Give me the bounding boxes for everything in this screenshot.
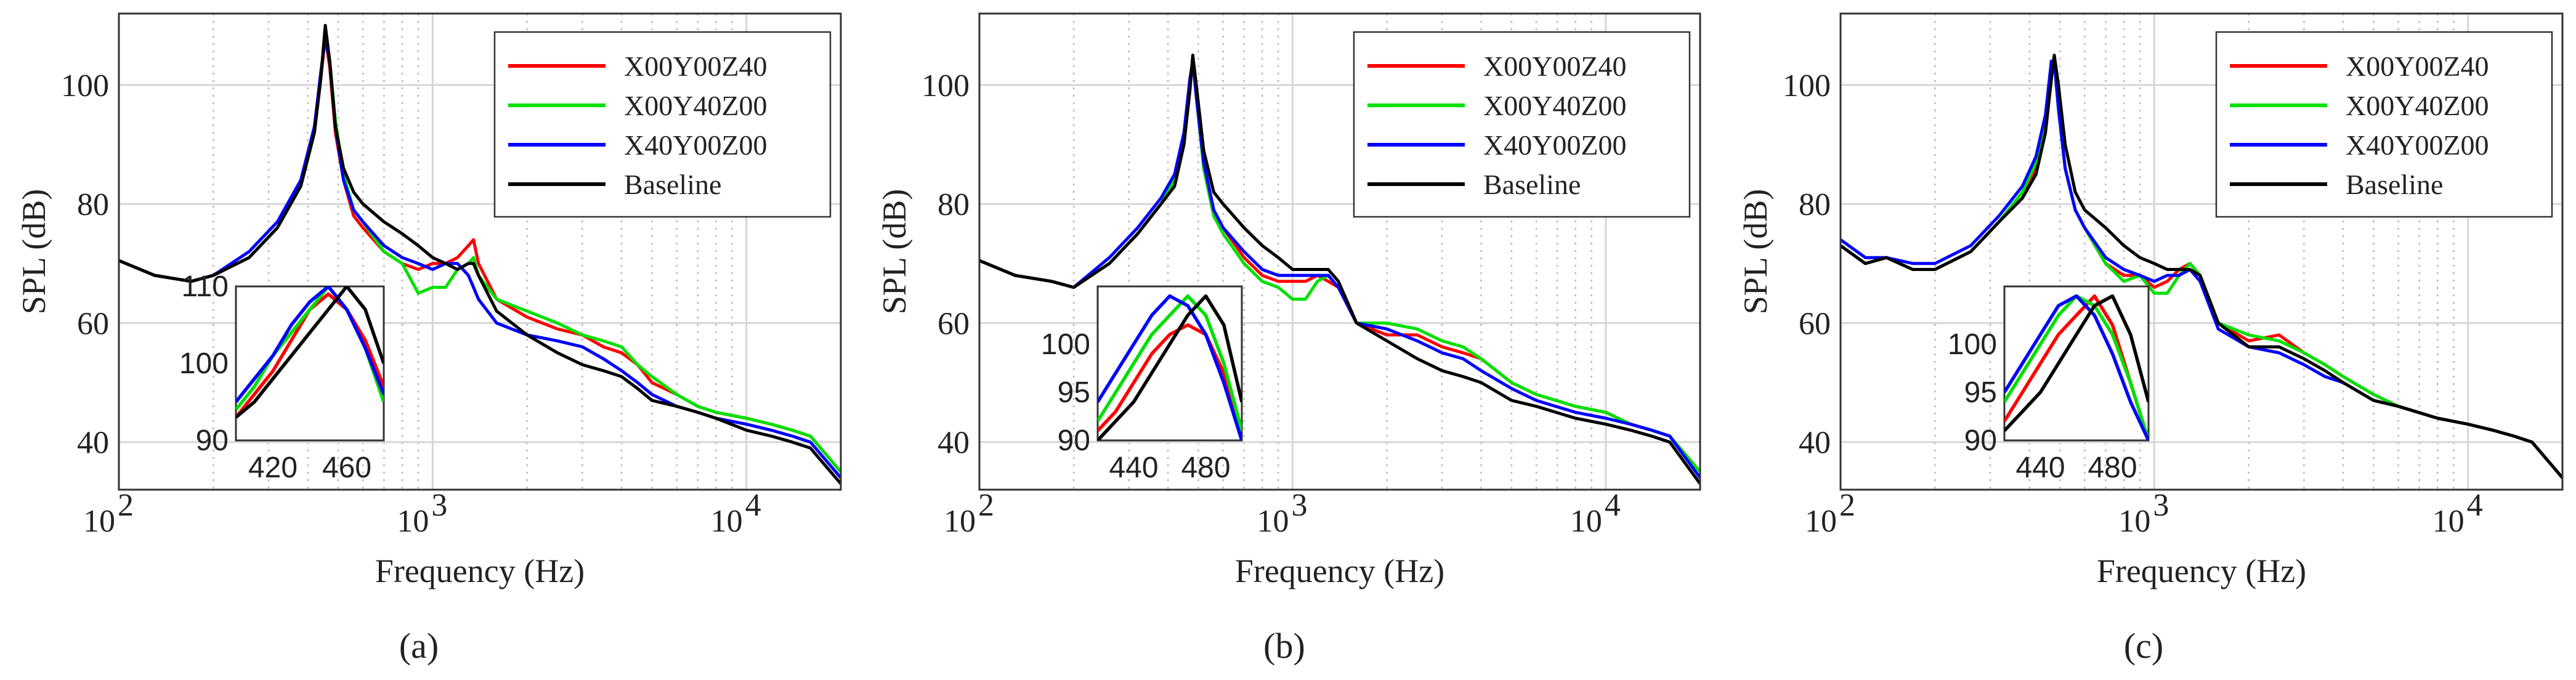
series-line-baseline: [979, 54, 1700, 485]
x-tick-label: 10: [2432, 504, 2465, 539]
x-tick-label: 10: [1570, 504, 1602, 539]
legend-label-x00y00z40: X00Y00Z40: [624, 51, 768, 82]
inset-y-tick-label: 100: [1041, 328, 1090, 361]
x-tick-exponent: 4: [2467, 488, 2483, 523]
x-axis-label: Frequency (Hz): [375, 552, 585, 589]
y-tick-label: 40: [77, 426, 109, 461]
inset-y-tick-label: 90: [1058, 424, 1090, 457]
inset-line-baseline: [2004, 294, 2149, 432]
series-line-x40y00z00: [979, 59, 1700, 479]
inset-1: 90 100 110 420 460: [179, 270, 385, 484]
x-tick-label: 10: [711, 504, 743, 539]
plot-frame: [978, 12, 1701, 491]
legend-label-x00y40z00: X00Y40Z00: [1483, 90, 1627, 121]
x-tick-exponent: 3: [1291, 488, 1307, 523]
inset-x-tick-label: 480: [1181, 451, 1230, 484]
plot-frame: [1839, 12, 2564, 491]
legend-label-x40y00z00: X40Y00Z00: [624, 129, 768, 161]
y-tick-label: 40: [1799, 426, 1831, 461]
x-tick-label: 10: [397, 504, 429, 539]
y-tick-label: 80: [77, 187, 109, 222]
y-tick-label: 60: [938, 306, 970, 341]
y-axis-label: SPL (dB): [876, 189, 913, 315]
x-axis-label: Frequency (Hz): [1235, 552, 1444, 589]
x-tick-exponent: 3: [2153, 488, 2169, 523]
inset-line-x40y00z00: [1098, 294, 1242, 440]
legend-label-baseline: Baseline: [2346, 169, 2443, 200]
inset-2: 90 95 100 440 480: [1041, 285, 1243, 484]
legend-label-baseline: Baseline: [624, 169, 721, 200]
y-tick-label: 60: [1799, 306, 1831, 341]
inset-frame: [2003, 285, 2150, 442]
x-tick-exponent: 4: [1605, 488, 1621, 523]
inset-y-tick-label: 95: [1964, 376, 1997, 409]
y-tick-label: 40: [938, 426, 970, 461]
inset-x-tick-label: 460: [322, 451, 371, 484]
inset-x-tick-label: 480: [2088, 451, 2137, 484]
inset-y-tick-label: 90: [196, 424, 229, 457]
inset-x-tick-label: 440: [2015, 451, 2065, 484]
y-tick-label: 100: [921, 68, 970, 103]
inset-line-x00y40z00: [1098, 294, 1242, 432]
y-tick-label: 100: [1783, 68, 1831, 103]
inset-line-baseline: [236, 286, 384, 419]
inset-x-tick-label: 420: [248, 451, 298, 484]
x-tick-label: 10: [83, 504, 115, 539]
y-tick-label: 80: [938, 187, 970, 222]
inset-y-tick-label: 90: [1964, 424, 1997, 457]
inset-y-tick-label: 100: [179, 347, 229, 380]
y-tick-label: 100: [61, 68, 109, 103]
legend-label-x00y40z00: X00Y40Z00: [2346, 90, 2489, 121]
legend-label-x00y40z00: X00Y40Z00: [624, 90, 768, 121]
x-tick-exponent: 2: [118, 488, 134, 523]
x-tick-label: 10: [1257, 504, 1289, 539]
inset-y-tick-label: 95: [1058, 376, 1090, 409]
panel-caption: (c): [2124, 626, 2163, 666]
legend-label-baseline: Baseline: [1483, 169, 1581, 200]
inset-y-tick-label: 100: [1948, 328, 1997, 361]
y-axis-label: SPL (dB): [1737, 189, 1774, 315]
x-tick-label: 10: [2118, 504, 2150, 539]
y-tick-label: 80: [1799, 187, 1831, 222]
plot-frame: [118, 12, 842, 491]
x-tick-label: 10: [944, 504, 976, 539]
x-axis-label: Frequency (Hz): [2097, 552, 2306, 589]
legend-label-x00y00z40: X00Y00Z40: [2346, 51, 2489, 82]
x-tick-label: 10: [1805, 504, 1837, 539]
legend-label-x40y00z00: X40Y00Z00: [1483, 129, 1627, 161]
x-tick-exponent: 4: [745, 488, 761, 523]
inset-line-x40y00z00: [236, 286, 384, 403]
inset-line-x40y00z00: [2004, 294, 2149, 440]
series-line-baseline: [1841, 54, 2562, 479]
panel-caption: (a): [399, 626, 439, 666]
y-tick-label: 60: [77, 306, 109, 341]
inset-3: 90 95 100 440 480: [1948, 285, 2150, 484]
series-line-baseline: [119, 23, 841, 485]
legend-label-x00y00z40: X00Y00Z40: [1483, 51, 1627, 82]
inset-line-x00y00z40: [1098, 323, 1242, 432]
y-axis-label: SPL (dB): [15, 189, 52, 315]
inset-x-tick-label: 440: [1109, 451, 1158, 484]
x-tick-exponent: 2: [1839, 488, 1855, 523]
x-tick-exponent: 2: [978, 488, 994, 523]
panel-caption: (b): [1263, 626, 1305, 666]
inset-line-baseline: [1098, 294, 1242, 440]
legend-label-x40y00z00: X40Y00Z00: [2346, 129, 2489, 161]
inset-y-tick-label: 110: [181, 270, 229, 303]
x-tick-exponent: 3: [431, 488, 447, 523]
